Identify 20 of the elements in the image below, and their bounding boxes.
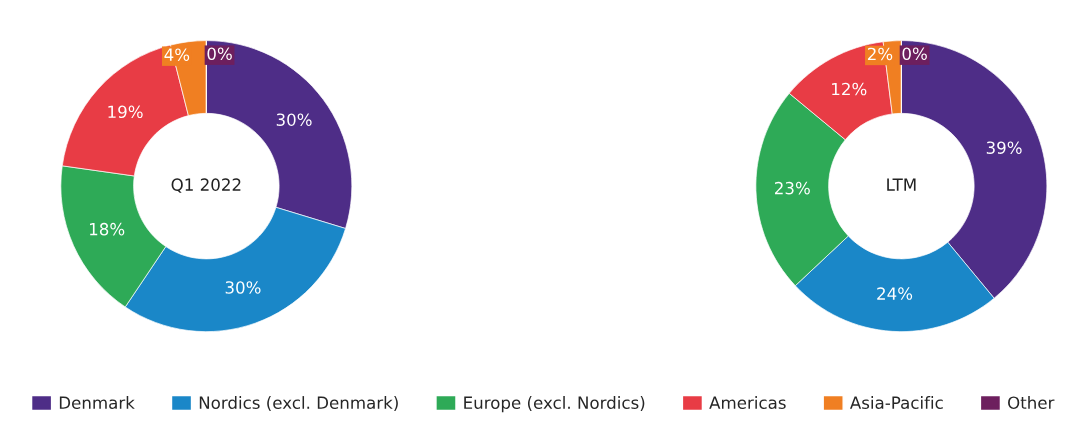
legend-label: Nordics (excl. Denmark) — [199, 396, 398, 411]
data-label: 23% — [775, 181, 810, 195]
data-label: 30% — [225, 281, 261, 294]
legend-label: Denmark — [59, 396, 135, 409]
data-label: 39% — [986, 141, 1022, 154]
legend-label: Other — [1008, 396, 1055, 409]
data-label: 4% — [164, 48, 190, 62]
text: 0% — [207, 47, 232, 60]
data-label: 24% — [877, 287, 913, 300]
data-label: 30% — [276, 113, 312, 126]
data-label: 12% — [832, 82, 867, 96]
legend-label: Asia-Pacific — [849, 396, 943, 409]
data-label: 18% — [90, 222, 125, 236]
data-label: 19% — [108, 105, 143, 119]
legend-label: Americas — [709, 396, 786, 409]
legend-label: Europe (excl. Nordics) — [464, 396, 645, 413]
text: Q1 2022 — [171, 178, 241, 193]
data-label: 2% — [867, 47, 893, 61]
text: LTM — [887, 178, 916, 191]
text: 0% — [902, 47, 927, 60]
